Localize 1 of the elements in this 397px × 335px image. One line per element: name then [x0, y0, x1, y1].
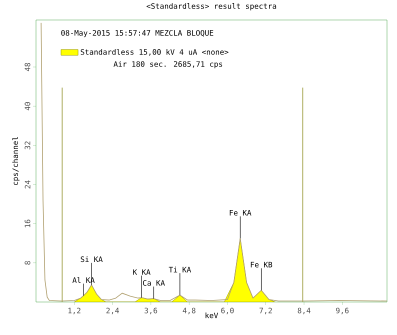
line-series [40, 22, 388, 302]
